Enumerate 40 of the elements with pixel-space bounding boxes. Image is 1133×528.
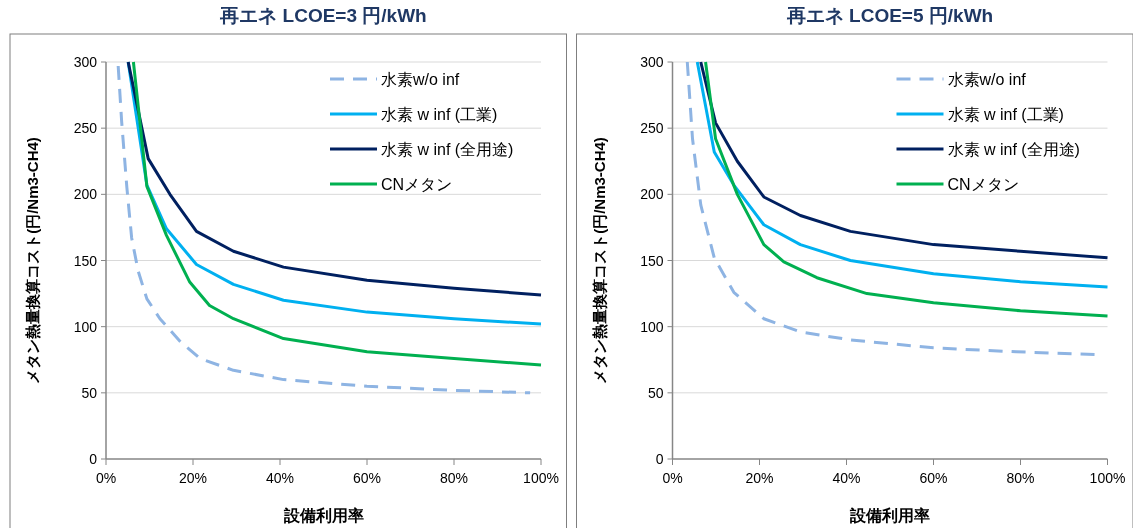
x-tick-label: 100% bbox=[1089, 470, 1126, 486]
x-tick-label: 0% bbox=[662, 470, 683, 486]
y-tick-label: 250 bbox=[73, 120, 98, 137]
y-tick-label: 200 bbox=[73, 186, 98, 203]
y-tick-label: 300 bbox=[73, 54, 98, 70]
y-tick-label: 150 bbox=[73, 252, 98, 269]
legend-label: CNメタン bbox=[947, 176, 1019, 193]
legend-label: CNメタン bbox=[381, 176, 453, 193]
y-tick-label: 50 bbox=[81, 384, 98, 401]
x-tick-label: 60% bbox=[919, 470, 948, 486]
chart-title: 再エネ LCOE=5 円/kWh bbox=[785, 5, 994, 26]
x-tick-label: 40% bbox=[265, 470, 295, 486]
legend-label: 水素w/o inf bbox=[381, 71, 460, 88]
x-tick-label: 80% bbox=[439, 470, 469, 486]
x-tick-label: 40% bbox=[832, 470, 861, 486]
x-tick-label: 80% bbox=[1006, 470, 1035, 486]
y-tick-label: 100 bbox=[640, 318, 664, 335]
legend-label: 水素 w inf (全用途) bbox=[947, 141, 1080, 158]
y-tick-label: 0 bbox=[89, 451, 98, 467]
x-tick-label: 0% bbox=[95, 470, 117, 486]
x-tick-label: 60% bbox=[352, 470, 382, 486]
y-tick-label: 50 bbox=[647, 384, 664, 401]
x-axis-title: 設備利用率 bbox=[282, 506, 364, 524]
legend-label: 水素w/o inf bbox=[947, 71, 1027, 88]
x-tick-label: 100% bbox=[523, 470, 559, 486]
y-axis-title: メタン熱量換算コスト(円/Nm3-CH4) bbox=[24, 137, 41, 384]
y-axis-title: メタン熱量換算コスト(円/Nm3-CH4) bbox=[590, 137, 608, 384]
legend-label: 水素 w inf (工業) bbox=[947, 106, 1064, 123]
x-tick-label: 20% bbox=[178, 470, 208, 486]
y-tick-label: 200 bbox=[640, 186, 664, 203]
chart-title: 再エネ LCOE=3 円/kWh bbox=[219, 5, 427, 26]
y-tick-label: 100 bbox=[73, 318, 98, 335]
y-tick-label: 250 bbox=[640, 120, 664, 137]
x-axis-title: 設備利用率 bbox=[849, 506, 930, 524]
y-tick-label: 150 bbox=[640, 252, 664, 269]
x-tick-label: 20% bbox=[745, 470, 774, 486]
y-tick-label: 300 bbox=[640, 54, 664, 70]
legend-label: 水素 w inf (工業) bbox=[381, 106, 498, 123]
y-tick-label: 0 bbox=[655, 451, 664, 467]
legend-label: 水素 w inf (全用途) bbox=[381, 141, 514, 158]
